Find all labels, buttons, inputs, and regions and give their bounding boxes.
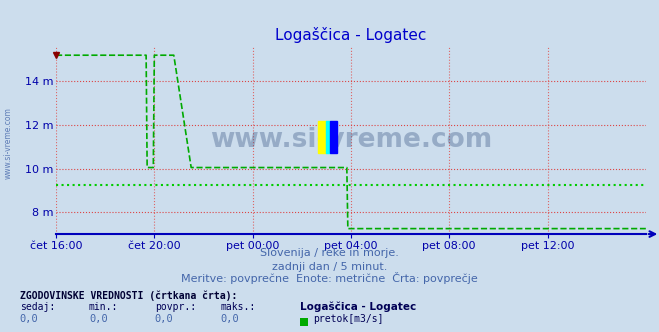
Title: Logaščica - Logatec: Logaščica - Logatec	[275, 27, 426, 42]
Text: povpr.:: povpr.:	[155, 302, 196, 312]
Text: 0,0: 0,0	[20, 314, 38, 324]
Text: zadnji dan / 5 minut.: zadnji dan / 5 minut.	[272, 262, 387, 272]
Text: 0,0: 0,0	[89, 314, 107, 324]
Polygon shape	[326, 121, 330, 153]
Text: www.si-vreme.com: www.si-vreme.com	[3, 107, 13, 179]
Text: sedaj:: sedaj:	[20, 302, 55, 312]
Text: Meritve: povprečne  Enote: metrične  Črta: povprečje: Meritve: povprečne Enote: metrične Črta:…	[181, 272, 478, 284]
Text: www.si-vreme.com: www.si-vreme.com	[210, 127, 492, 153]
Polygon shape	[318, 121, 326, 153]
Text: 0,0: 0,0	[221, 314, 239, 324]
Text: min.:: min.:	[89, 302, 119, 312]
Text: ZGODOVINSKE VREDNOSTI (črtkana črta):: ZGODOVINSKE VREDNOSTI (črtkana črta):	[20, 290, 237, 301]
Text: pretok[m3/s]: pretok[m3/s]	[313, 314, 384, 324]
Text: Slovenija / reke in morje.: Slovenija / reke in morje.	[260, 248, 399, 258]
Polygon shape	[330, 121, 337, 153]
Text: maks.:: maks.:	[221, 302, 256, 312]
Text: Logaščica - Logatec: Logaščica - Logatec	[300, 302, 416, 312]
Text: 0,0: 0,0	[155, 314, 173, 324]
